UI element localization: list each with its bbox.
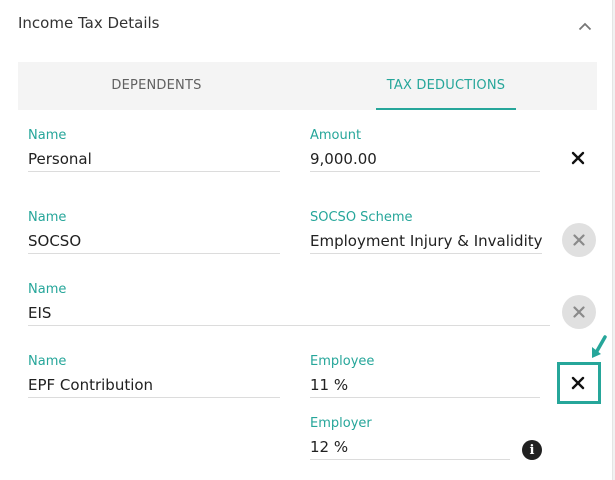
name-field-personal[interactable]: Personal (28, 150, 92, 168)
name-field-socso[interactable]: SOCSO (28, 232, 82, 250)
remove-eis-button[interactable] (562, 295, 596, 329)
employee-label: Employee (310, 354, 375, 369)
tab-tax-deductions[interactable]: TAX DEDUCTIONS (376, 62, 516, 110)
pointer-arrow-icon (592, 335, 607, 358)
name-field-eis[interactable]: EIS (28, 304, 52, 322)
employer-rate-field[interactable]: 12 % (310, 438, 349, 456)
name-field-epf[interactable]: EPF Contribution (28, 376, 154, 394)
employee-rate-underline (310, 397, 540, 398)
socso-scheme-label: SOCSO Scheme (310, 210, 413, 225)
remove-personal-button[interactable] (566, 146, 590, 170)
name-field-underline (28, 397, 280, 398)
info-icon[interactable]: i (522, 440, 542, 460)
name-field-underline (28, 325, 550, 326)
name-label: Name (28, 128, 67, 143)
name-field-underline (28, 171, 280, 172)
remove-socso-button[interactable] (562, 223, 596, 257)
name-label: Name (28, 354, 67, 369)
active-tab-indicator (376, 108, 516, 110)
name-field-underline (28, 253, 280, 254)
amount-field[interactable]: 9,000.00 (310, 150, 377, 168)
socso-scheme-select[interactable]: Employment Injury & Invalidity ... (310, 232, 546, 250)
amount-label: Amount (310, 128, 362, 143)
socso-scheme-underline (310, 253, 542, 254)
chevron-up-icon (578, 22, 592, 30)
close-icon (573, 234, 585, 246)
amount-field-underline (310, 171, 540, 172)
collapse-button[interactable] (574, 18, 596, 34)
tab-bar: DEPENDENTS TAX DEDUCTIONS (18, 62, 597, 110)
close-icon (571, 376, 585, 390)
employer-label: Employer (310, 416, 372, 431)
section-title: Income Tax Details (18, 14, 160, 32)
close-icon (573, 306, 585, 318)
tab-tax-deductions-label: TAX DEDUCTIONS (386, 78, 506, 93)
employer-rate-underline (310, 459, 510, 460)
employee-rate-field[interactable]: 11 % (310, 376, 349, 394)
close-icon (571, 151, 585, 165)
tab-dependents-label: DEPENDENTS (111, 78, 202, 93)
highlight-box (557, 362, 601, 404)
remove-epf-button[interactable] (566, 371, 590, 395)
name-label: Name (28, 210, 67, 225)
tab-dependents[interactable]: DEPENDENTS (18, 62, 295, 110)
name-label: Name (28, 282, 67, 297)
